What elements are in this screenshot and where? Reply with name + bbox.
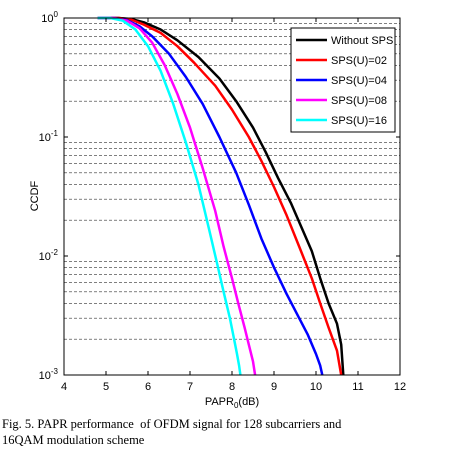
y-tick-label: 10-1 xyxy=(39,129,59,144)
series-line xyxy=(97,16,242,376)
x-axis-label: PAPR0(dB) xyxy=(205,396,259,410)
legend-label: SPS(U)=08 xyxy=(331,95,387,107)
x-axis-label-main: PAPR xyxy=(205,396,234,408)
legend-label: Without SPS xyxy=(331,35,393,47)
x-tick-label: 8 xyxy=(229,381,235,393)
y-tick-label-base: 10 xyxy=(41,13,53,25)
legend: Without SPS SPS(U)=02 SPS(U)=04 SPS(U)=08 SP… xyxy=(290,27,396,133)
caption-line-2: 16QAM modulation scheme xyxy=(2,433,145,447)
x-tick-label: 10 xyxy=(310,381,322,393)
x-tick-label: 7 xyxy=(187,381,193,393)
legend-label: SPS(U)=02 xyxy=(331,55,387,67)
legend-label: SPS(U)=04 xyxy=(331,75,387,87)
legend-label: SPS(U)=16 xyxy=(331,115,387,127)
series-line xyxy=(97,16,345,376)
y-tick-label: 10-3 xyxy=(39,367,59,382)
y-axis-label: CCDF xyxy=(29,180,41,211)
series-line xyxy=(97,16,324,376)
x-tick-label: 4 xyxy=(61,381,67,393)
figure-caption: Fig. 5. PAPR performance of OFDM signal … xyxy=(2,416,447,448)
y-tick-label-base: 10 xyxy=(39,251,51,263)
x-tick-label: 6 xyxy=(145,381,151,393)
data-series xyxy=(97,16,345,376)
y-tick-label-exponent: -2 xyxy=(51,248,59,257)
y-tick-label: 100 xyxy=(41,10,58,25)
y-tick-label-exponent: -3 xyxy=(51,367,59,376)
y-tick-label-base: 10 xyxy=(39,370,51,382)
caption-line-1: Fig. 5. PAPR performance of OFDM signal … xyxy=(2,417,342,431)
y-tick-label: 10-2 xyxy=(39,248,59,263)
x-tick-label: 12 xyxy=(394,381,406,393)
x-tick-label: 9 xyxy=(271,381,277,393)
series-line xyxy=(97,16,257,376)
y-tick-label-base: 10 xyxy=(39,132,51,144)
x-tick-label: 11 xyxy=(352,381,363,393)
x-axis-label-subscript: 0 xyxy=(234,401,239,410)
series-line xyxy=(97,16,343,376)
x-tick-label: 5 xyxy=(103,381,109,393)
x-axis-label-unit: (dB) xyxy=(238,396,259,408)
y-tick-label-exponent: -1 xyxy=(51,129,59,138)
y-tick-label-exponent: 0 xyxy=(54,10,59,19)
